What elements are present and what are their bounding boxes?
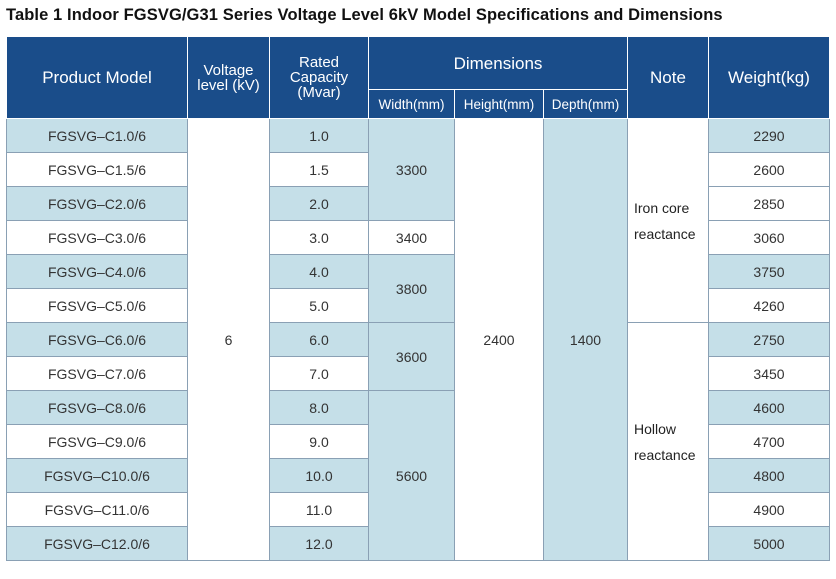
width-cell: 3300 bbox=[368, 118, 455, 221]
weight-cell: 4260 bbox=[708, 288, 830, 323]
model-cell: FGSVG–C4.0/6 bbox=[6, 254, 188, 289]
voltage-cell: 6 bbox=[187, 118, 270, 561]
capacity-cell: 2.0 bbox=[269, 186, 369, 221]
weight-cell: 4900 bbox=[708, 492, 830, 527]
model-cell: FGSVG–C9.0/6 bbox=[6, 424, 188, 459]
weight-cell: 3450 bbox=[708, 356, 830, 391]
header-product-model: Product Model bbox=[6, 36, 188, 119]
table-row: FGSVG–C2.0/6 2.0 2850 bbox=[6, 186, 830, 221]
table-row: FGSVG–C1.5/6 1.5 2600 bbox=[6, 152, 830, 187]
capacity-cell: 3.0 bbox=[269, 220, 369, 255]
capacity-cell: 10.0 bbox=[269, 458, 369, 493]
table-row: FGSVG–C11.0/6 11.0 4900 bbox=[6, 492, 830, 527]
model-cell: FGSVG–C8.0/6 bbox=[6, 390, 188, 425]
capacity-cell: 12.0 bbox=[269, 526, 369, 561]
weight-cell: 2290 bbox=[708, 118, 830, 153]
table-row: FGSVG–C9.0/6 9.0 4700 bbox=[6, 424, 830, 459]
capacity-cell: 7.0 bbox=[269, 356, 369, 391]
note-iron-core: Iron core reactance bbox=[627, 118, 709, 323]
table-title: Table 1 Indoor FGSVG/G31 Series Voltage … bbox=[6, 6, 723, 24]
weight-cell: 4600 bbox=[708, 390, 830, 425]
header-voltage-level: Voltage level (kV) bbox=[187, 36, 270, 119]
table-row: FGSVG–C1.0/6 6 1.0 3300 2400 1400 Iron c… bbox=[6, 118, 830, 561]
capacity-cell: 8.0 bbox=[269, 390, 369, 425]
model-cell: FGSVG–C1.0/6 bbox=[6, 118, 188, 153]
width-cell: 3600 bbox=[368, 322, 455, 391]
model-cell: FGSVG–C5.0/6 bbox=[6, 288, 188, 323]
capacity-cell: 5.0 bbox=[269, 288, 369, 323]
model-cell: FGSVG–C1.5/6 bbox=[6, 152, 188, 187]
model-cell: FGSVG–C7.0/6 bbox=[6, 356, 188, 391]
header-note: Note bbox=[627, 36, 709, 119]
header-height: Height(mm) bbox=[454, 89, 544, 119]
height-cell: 2400 bbox=[454, 118, 544, 561]
weight-cell: 2750 bbox=[708, 322, 830, 357]
header-rated-capacity: Rated Capacity (Mvar) bbox=[269, 36, 369, 119]
table-row: FGSVG–C4.0/6 4.0 3800 3750 bbox=[6, 254, 830, 323]
model-cell: FGSVG–C10.0/6 bbox=[6, 458, 188, 493]
table-row: FGSVG–C12.0/6 12.0 5000 bbox=[6, 526, 830, 561]
width-cell: 5600 bbox=[368, 390, 455, 561]
capacity-cell: 4.0 bbox=[269, 254, 369, 289]
depth-cell: 1400 bbox=[543, 118, 628, 561]
capacity-cell: 11.0 bbox=[269, 492, 369, 527]
header-width: Width(mm) bbox=[368, 89, 455, 119]
capacity-cell: 9.0 bbox=[269, 424, 369, 459]
width-cell: 3400 bbox=[368, 220, 455, 255]
model-cell: FGSVG–C2.0/6 bbox=[6, 186, 188, 221]
model-cell: FGSVG–C12.0/6 bbox=[6, 526, 188, 561]
weight-cell: 4700 bbox=[708, 424, 830, 459]
model-cell: FGSVG–C3.0/6 bbox=[6, 220, 188, 255]
table-row: FGSVG–C7.0/6 7.0 3450 bbox=[6, 356, 830, 391]
width-cell: 3800 bbox=[368, 254, 455, 323]
weight-cell: 2850 bbox=[708, 186, 830, 221]
capacity-cell: 1.0 bbox=[269, 118, 369, 153]
header-weight: Weight(kg) bbox=[708, 36, 830, 119]
weight-cell: 3060 bbox=[708, 220, 830, 255]
table-row: FGSVG–C8.0/6 8.0 5600 4600 bbox=[6, 390, 830, 561]
capacity-cell: 6.0 bbox=[269, 322, 369, 357]
table-row: FGSVG–C3.0/6 3.0 3400 3060 bbox=[6, 220, 830, 255]
header-depth: Depth(mm) bbox=[543, 89, 628, 119]
header-dimensions: Dimensions bbox=[368, 36, 628, 90]
weight-cell: 2600 bbox=[708, 152, 830, 187]
spec-table: Product Model Voltage level (kV) Rated C… bbox=[6, 36, 830, 561]
capacity-cell: 1.5 bbox=[269, 152, 369, 187]
model-cell: FGSVG–C11.0/6 bbox=[6, 492, 188, 527]
weight-cell: 4800 bbox=[708, 458, 830, 493]
weight-cell: 5000 bbox=[708, 526, 830, 561]
model-cell: FGSVG–C6.0/6 bbox=[6, 322, 188, 357]
weight-cell: 3750 bbox=[708, 254, 830, 289]
table-row: FGSVG–C6.0/6 6.0 3600 Hollow reactance 2… bbox=[6, 322, 830, 561]
note-hollow: Hollow reactance bbox=[627, 322, 709, 561]
